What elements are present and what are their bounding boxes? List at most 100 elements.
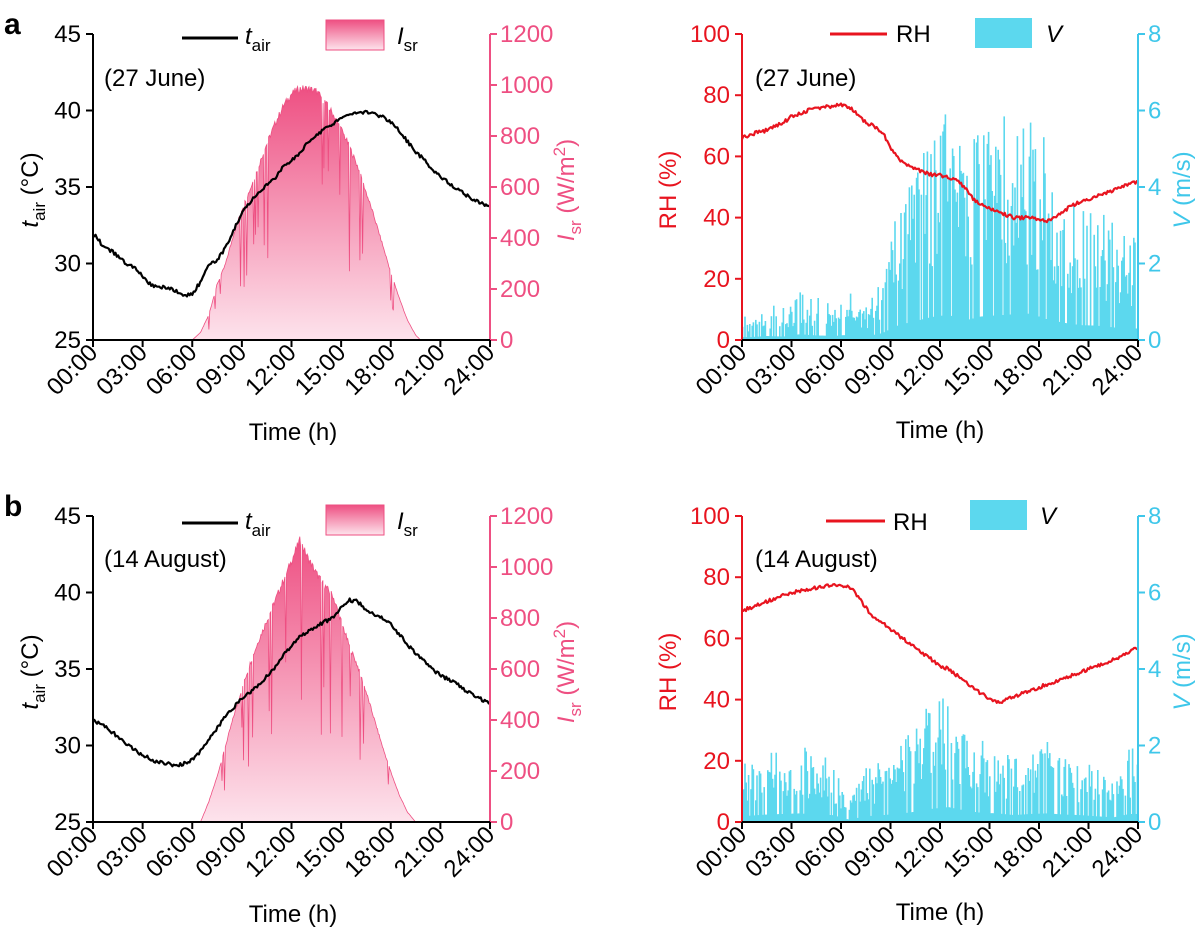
v-bar: [1125, 814, 1128, 822]
v-bar: [1092, 325, 1094, 340]
v-bar: [835, 803, 837, 822]
v-bar: [943, 124, 945, 341]
v-bar: [861, 781, 864, 822]
v-bar: [1128, 749, 1130, 822]
v-bar: [948, 807, 950, 822]
rh-line: [740, 102, 1139, 224]
v-bar: [1093, 234, 1095, 340]
v-bar: [912, 812, 914, 822]
v-bar: [865, 768, 867, 822]
x-tick-label: 06:00: [790, 821, 852, 883]
x-axis-title: Time (h): [896, 899, 984, 926]
v-bar: [996, 203, 998, 340]
v-bar: [787, 790, 789, 822]
v-bar: [1064, 323, 1067, 340]
v-bar: [845, 316, 847, 340]
left-tick-label: 60: [703, 625, 730, 652]
v-bar: [915, 177, 918, 340]
v-bar: [782, 791, 785, 822]
v-bar: [1110, 800, 1112, 822]
v-bar: [963, 197, 966, 340]
v-bar: [805, 751, 807, 822]
left-tick-label: 80: [703, 82, 730, 109]
v-bar: [1069, 262, 1071, 340]
v-bar: [1044, 753, 1046, 822]
v-bar: [981, 740, 984, 822]
v-bar: [978, 812, 980, 822]
v-bar: [1081, 325, 1083, 340]
x-tick-label: 21:00: [1037, 821, 1099, 883]
v-bar: [819, 777, 822, 822]
v-bar: [1104, 260, 1106, 340]
v-bar: [1097, 225, 1099, 340]
chart-b-humidity-wind: (14 August) RH V RH (%) V (m/s) Time (h)…: [655, 500, 1196, 926]
v-bar: [1101, 789, 1104, 822]
v-bar: [885, 268, 888, 340]
v-bar: [1032, 754, 1034, 822]
v-bar: [842, 335, 845, 340]
v-bar: [783, 336, 786, 340]
v-bar: [961, 735, 963, 822]
v-bar: [833, 321, 835, 340]
v-bar: [1088, 764, 1091, 822]
v-bar: [1110, 327, 1112, 340]
v-bar: [848, 809, 851, 822]
right-tick-label: 0: [500, 809, 513, 836]
v-bar: [873, 803, 876, 822]
v-bar: [1005, 263, 1008, 340]
v-bar: [894, 769, 896, 822]
v-bar: [867, 799, 870, 822]
v-bar: [1117, 793, 1119, 822]
v-bar: [1022, 128, 1025, 340]
v-bar: [932, 751, 935, 822]
v-bar: [1034, 149, 1037, 340]
v-bar: [852, 795, 854, 822]
v-bar: [999, 174, 1002, 340]
v-bar: [1071, 782, 1074, 822]
v-bar: [1007, 199, 1009, 340]
v-bar: [1057, 760, 1059, 822]
right-tick-label: 8: [1148, 21, 1161, 48]
x-tick-label: 24:00: [1087, 339, 1149, 401]
v-bar: [804, 334, 806, 340]
v-bar: [1038, 813, 1040, 822]
v-bar: [987, 796, 990, 822]
v-bar: [745, 337, 747, 340]
v-bar: [773, 787, 775, 822]
v-bar: [1106, 284, 1109, 340]
v-bar: [777, 814, 780, 822]
right-tick-label: 600: [500, 174, 540, 201]
v-bar: [938, 222, 941, 340]
v-bar: [1051, 767, 1053, 822]
v-bar: [1067, 273, 1069, 340]
v-bar: [1129, 245, 1131, 340]
v-bar: [1039, 199, 1041, 340]
v-bar: [837, 778, 840, 822]
legend-swatch-v: [975, 18, 1032, 48]
v-bar: [1037, 269, 1039, 340]
v-bar: [1134, 242, 1136, 340]
v-bar: [830, 325, 833, 340]
v-bar: [757, 815, 759, 822]
v-bar: [1063, 766, 1065, 822]
v-bar: [750, 789, 752, 822]
v-bar: [1020, 814, 1022, 822]
v-bar: [1023, 209, 1026, 340]
v-bar: [913, 194, 915, 340]
v-bar: [1118, 303, 1121, 340]
v-bar: [967, 767, 969, 822]
v-bar: [747, 775, 750, 822]
date-label: (27 June): [104, 65, 205, 92]
v-bar: [765, 336, 768, 340]
v-bar: [863, 776, 865, 822]
v-bar: [1080, 287, 1082, 340]
right-tick-label: 0: [1148, 809, 1161, 836]
v-bar: [1087, 325, 1089, 340]
v-bar: [929, 263, 931, 340]
v-bar: [897, 768, 900, 822]
v-bar: [804, 747, 806, 822]
v-bar: [909, 751, 912, 822]
v-bar: [1095, 816, 1098, 822]
v-bar: [781, 814, 783, 822]
v-bar: [857, 817, 859, 822]
